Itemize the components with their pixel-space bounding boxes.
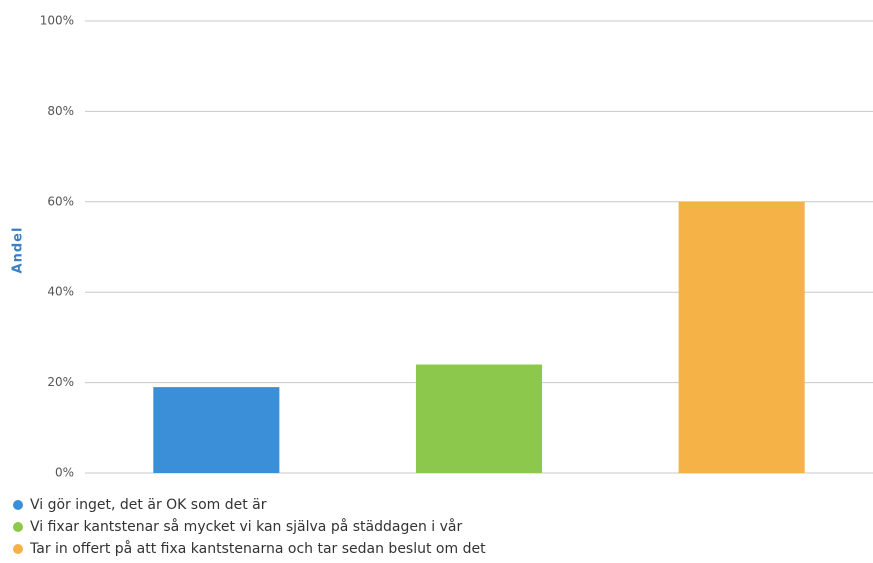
y-tick-label: 100% xyxy=(40,14,74,28)
legend-label: Tar in offert på att fixa kantstenarna o… xyxy=(29,540,486,557)
legend-marker xyxy=(13,544,23,554)
legend-label: Vi gör inget, det är OK som det är xyxy=(30,497,267,513)
legend-label: Vi fixar kantstenar så mycket vi kan sjä… xyxy=(30,518,462,535)
y-tick-label: 40% xyxy=(47,285,74,299)
y-axis-label: Andel xyxy=(11,227,26,274)
y-tick-label: 0% xyxy=(55,466,74,480)
y-tick-label: 80% xyxy=(47,104,74,118)
bar xyxy=(415,364,543,473)
bar xyxy=(153,387,280,473)
legend-marker xyxy=(13,500,23,510)
y-tick-label: 20% xyxy=(47,375,74,389)
y-tick-label: 60% xyxy=(47,194,74,208)
legend-marker xyxy=(13,522,23,532)
bar xyxy=(678,201,805,474)
